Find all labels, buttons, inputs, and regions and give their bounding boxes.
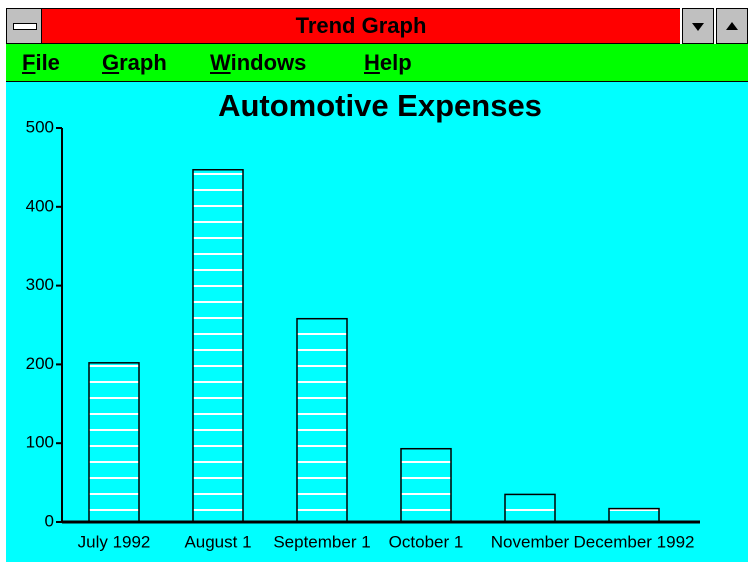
x-tick-label: July 1992 [78, 532, 151, 551]
menu-bar: File Graph Windows Help [6, 44, 748, 82]
x-tick-label: November [491, 532, 570, 551]
x-tick-label: September 1 [273, 532, 370, 551]
minimize-button[interactable] [682, 8, 714, 44]
y-tick-label: 300 [26, 275, 54, 294]
window-title: Trend Graph [295, 13, 427, 38]
menu-item[interactable]: Help [364, 50, 412, 75]
bar [192, 169, 244, 523]
bar [400, 447, 452, 523]
bar [504, 493, 556, 523]
menu-item[interactable]: Windows [210, 50, 307, 75]
bar [88, 362, 140, 523]
y-tick-label: 400 [26, 196, 54, 215]
y-tick-label: 200 [26, 354, 54, 373]
x-tick-label: December 1992 [574, 532, 695, 551]
y-tick-label: 100 [26, 433, 54, 452]
maximize-button[interactable] [716, 8, 748, 44]
chart-title: Automotive Expenses [218, 88, 542, 123]
minimize-icon [692, 23, 704, 31]
maximize-icon [726, 22, 738, 30]
system-menu-button[interactable] [6, 8, 42, 44]
menu-item[interactable]: File [22, 50, 60, 75]
x-tick-label: August 1 [184, 532, 251, 551]
x-tick-label: October 1 [389, 532, 464, 551]
title-bar: Trend Graph [42, 8, 680, 44]
y-tick-label: 500 [26, 117, 54, 136]
bar [608, 507, 660, 523]
menu-item[interactable]: Graph [102, 50, 167, 75]
bar [296, 317, 348, 523]
y-tick-label: 0 [45, 511, 54, 530]
